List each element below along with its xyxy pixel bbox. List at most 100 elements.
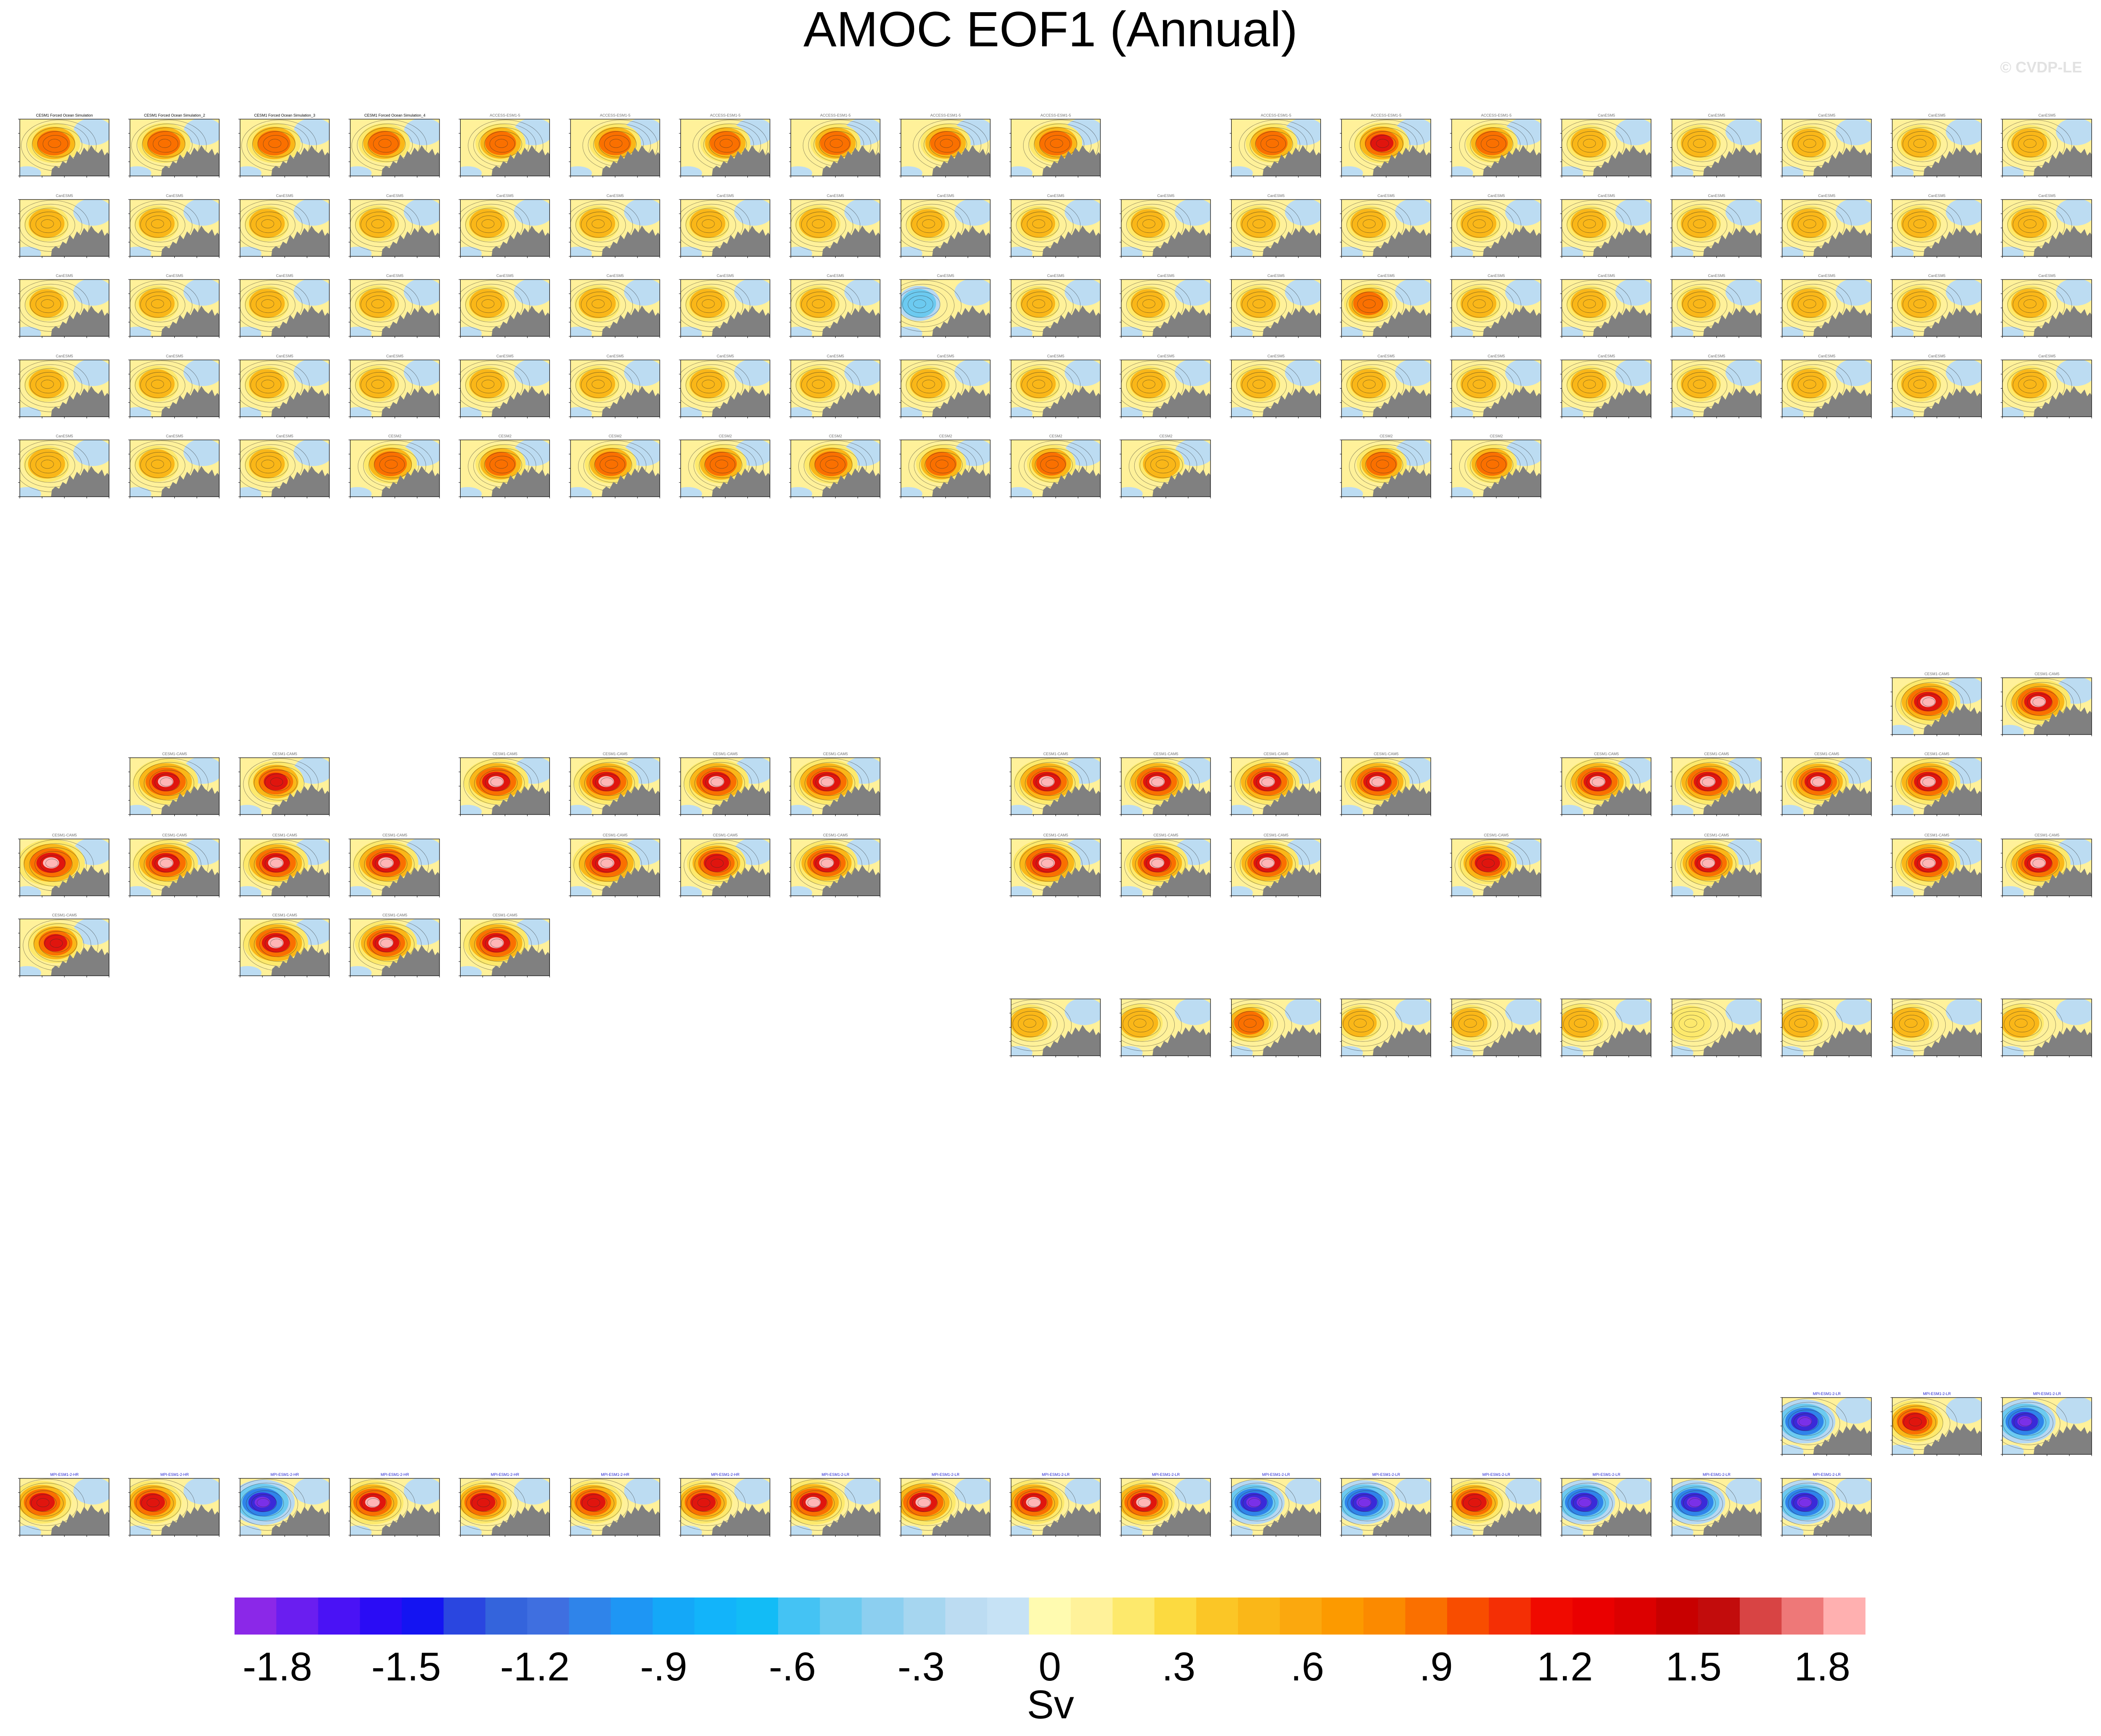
- amoc-cell: [1920, 696, 1936, 707]
- contour-line: [604, 135, 630, 153]
- contour-line: [1688, 216, 1713, 233]
- bathymetry-mask: [712, 226, 770, 256]
- contour-line: [1121, 1003, 1175, 1046]
- contour-line: [2004, 1011, 2042, 1037]
- amoc-cell: [488, 937, 504, 948]
- contour-line: [1567, 127, 1617, 162]
- contour-line: [1562, 200, 1632, 252]
- contour-line: [935, 460, 949, 469]
- amoc-cell: [1791, 209, 1827, 238]
- panel: CanESM5: [1120, 194, 1211, 258]
- contour-line: [901, 284, 955, 327]
- amoc-cell: [359, 209, 395, 238]
- contour-line: [26, 123, 90, 167]
- contour-line: [371, 380, 384, 389]
- amoc-cell: [359, 289, 395, 318]
- contour-line: [360, 372, 399, 398]
- contour-line: [1688, 135, 1713, 153]
- contour-line: [1908, 376, 1933, 394]
- contour-line: [1140, 851, 1178, 877]
- contour-line: [2024, 219, 2037, 229]
- contour-line: [1677, 288, 1728, 322]
- amoc-cell: [1121, 1007, 1158, 1038]
- contour-line: [1672, 1003, 1725, 1046]
- contour-line: [1341, 1479, 1407, 1531]
- contour-line: [821, 777, 834, 787]
- panel-title: CanESM5: [937, 194, 954, 198]
- bathymetry-mask: [822, 865, 880, 896]
- panel-title: CESM2: [1159, 434, 1172, 438]
- contour-line: [680, 200, 750, 252]
- amoc-cell: [1681, 209, 1717, 238]
- contour-line: [1922, 698, 1936, 707]
- contour-line: [791, 280, 861, 332]
- panel-title: CESM1-CAM5: [272, 913, 297, 917]
- panel: CESM1-CAM5: [1670, 752, 1762, 816]
- panel-title: MPI-ESM1-2-LR: [2033, 1392, 2061, 1396]
- contour-line: [1796, 766, 1847, 801]
- contour-line: [1782, 1479, 1848, 1531]
- bathymetry-mask: [1923, 226, 1982, 256]
- amoc-cell: [249, 289, 285, 318]
- panel: CESM1 Forced Ocean Simulation_4: [348, 113, 440, 178]
- contour-line: [575, 288, 626, 322]
- contour-line: [575, 368, 626, 403]
- bathymetry-mask: [602, 306, 660, 336]
- contour-line: [1131, 291, 1170, 318]
- panel: ACCESS-ESM1-5: [789, 113, 880, 178]
- bathymetry-mask: [822, 386, 880, 417]
- contour-line: [711, 777, 724, 787]
- panel-title: CanESM5: [717, 354, 734, 358]
- contour-line: [1471, 851, 1509, 877]
- amoc-cell: [1474, 853, 1500, 872]
- contour-line: [1011, 1486, 1062, 1521]
- panel-title: CanESM5: [166, 194, 183, 198]
- negative-region: [183, 200, 219, 226]
- contour-line: [1672, 200, 1742, 252]
- panel: CanESM5: [1670, 194, 1762, 258]
- panel: CanESM5: [1450, 354, 1541, 418]
- negative-region: [680, 487, 702, 497]
- contour-line: [261, 380, 275, 389]
- negative-region: [844, 360, 880, 386]
- negative-region: [1835, 280, 1872, 306]
- amoc-cell: [930, 131, 961, 155]
- bathymetry-mask: [1703, 1025, 1761, 1056]
- bathymetry-mask: [1813, 145, 1872, 176]
- bathymetry-mask: [1483, 1504, 1541, 1535]
- panel-title: CESM1 Forced Ocean Simulation: [36, 113, 93, 117]
- contour-line: [149, 851, 187, 877]
- panel: [1229, 998, 1321, 1057]
- contour-line: [251, 1494, 277, 1512]
- amoc-cell: [1366, 452, 1397, 476]
- colorbar-swatch: [820, 1598, 862, 1635]
- bathymetry-mask: [381, 466, 440, 497]
- amoc-cell: [595, 451, 627, 476]
- negative-region: [1782, 805, 1804, 815]
- contour-line: [1242, 291, 1280, 318]
- colorbar-swatch: [1280, 1598, 1322, 1635]
- panel-title: CESM1-CAM5: [713, 752, 738, 756]
- contour-line: [1892, 360, 1962, 412]
- negative-region: [1064, 200, 1101, 226]
- panel: CESM1 Forced Ocean Simulation_3: [238, 113, 330, 178]
- contour-line: [1456, 288, 1507, 322]
- contour-line: [1562, 280, 1632, 332]
- contour-line: [1045, 135, 1070, 153]
- bathymetry-mask: [1923, 865, 1982, 896]
- panel: ACCESS-ESM1-5: [899, 113, 991, 178]
- bathymetry-mask: [2034, 306, 2092, 336]
- panel: [1780, 998, 1872, 1057]
- negative-region: [20, 1526, 41, 1535]
- contour-line: [1142, 380, 1155, 389]
- panel: MPI-ESM1-2-LR: [1780, 1472, 1872, 1537]
- contour-line: [1562, 1003, 1616, 1046]
- amoc-cell: [1350, 209, 1386, 238]
- contour-line: [481, 380, 495, 389]
- contour-line: [465, 288, 516, 322]
- panel: [1009, 998, 1101, 1057]
- contour-line: [791, 284, 853, 327]
- bathymetry-mask: [932, 1504, 990, 1535]
- negative-region: [571, 487, 592, 497]
- bathymetry-mask: [712, 466, 770, 497]
